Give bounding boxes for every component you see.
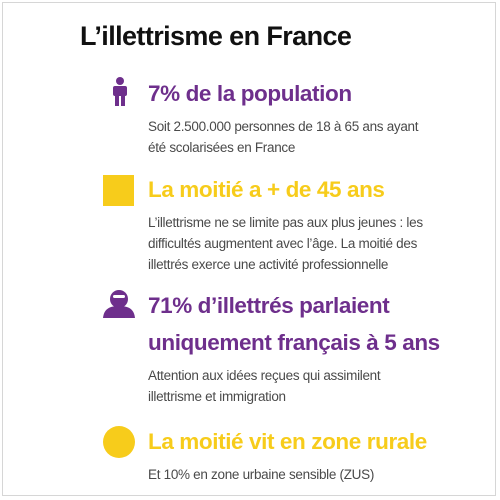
circle-icon (103, 426, 135, 458)
item-3-description: Attention aux idées reçues qui assimilen… (148, 368, 381, 404)
item-1-description: Soit 2.500.000 personnes de 18 à 65 ans … (148, 119, 419, 155)
item-3-heading: 71% d’illettrés parlaient uniquement fra… (148, 293, 440, 355)
page-title: L’illettrisme en France (80, 21, 352, 51)
item-4-heading: La moitié vit en zone rurale (148, 429, 427, 454)
square-icon (103, 175, 134, 206)
item-1-heading: 7% de la population (148, 81, 352, 106)
infographic-frame: L’illettrisme en France 7% de la populat… (2, 2, 496, 496)
item-2-heading: La moitié a + de 45 ans (148, 177, 385, 202)
item-2-description: L’illettrisme ne se limite pas aux plus … (148, 215, 423, 272)
person-icon (113, 77, 127, 106)
user-avatar-icon (103, 290, 135, 318)
item-4-description: Et 10% en zone urbaine sensible (ZUS) (148, 467, 375, 482)
